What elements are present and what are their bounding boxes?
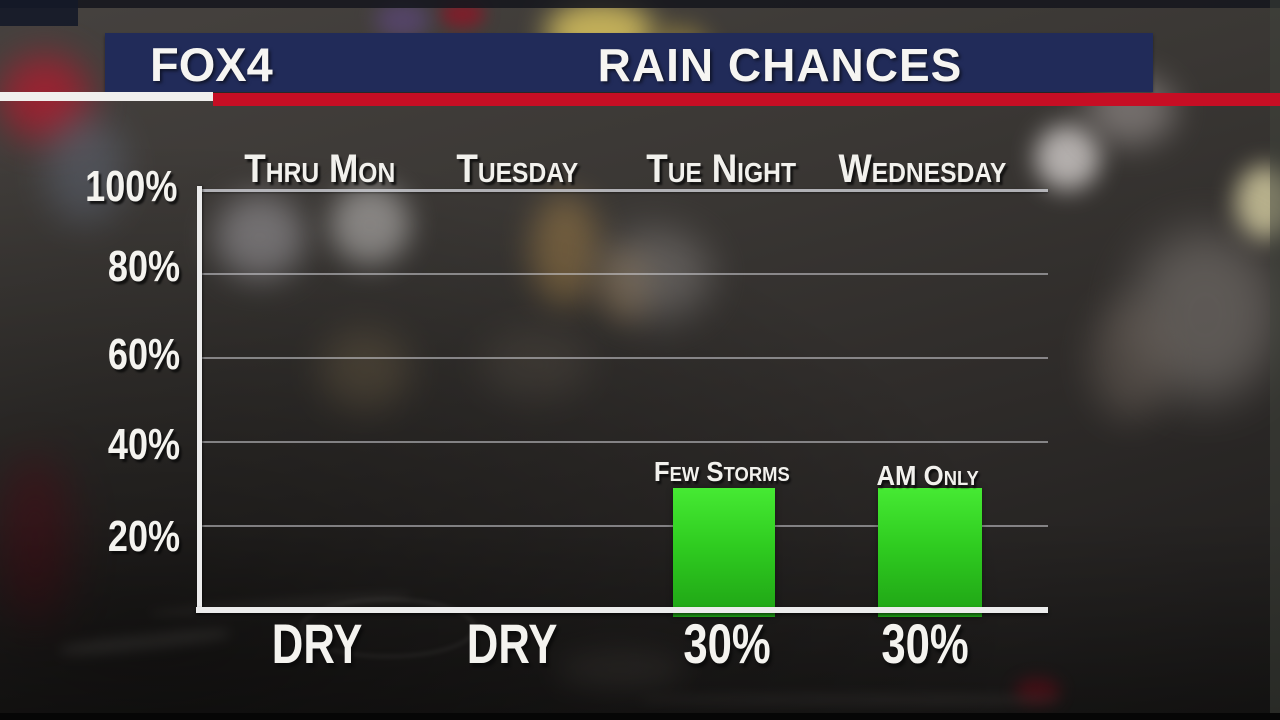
bokeh-warm-2 — [600, 250, 650, 320]
bar-annotation-tue-night-text: Few Storms — [654, 456, 790, 487]
bokeh-warm-1 — [530, 195, 600, 305]
bokeh-pale-2 — [330, 185, 410, 265]
y-tick-60-text: 60% — [107, 330, 181, 379]
value-label-tuesday: DRY — [412, 613, 612, 675]
gridline-100 — [200, 189, 1048, 192]
y-axis-line — [197, 186, 202, 613]
bar-tue-night — [673, 487, 775, 617]
y-tick-40-text: 40% — [107, 420, 181, 469]
bokeh-pale-1 — [215, 195, 305, 280]
right-edge-strip — [1270, 0, 1280, 720]
bokeh-warm-low — [320, 330, 410, 410]
y-tick-20-text: 20% — [107, 512, 181, 561]
bar-annotation-wednesday: AM Only — [808, 461, 1048, 491]
value-label-tue-night-text: 30% — [683, 612, 771, 675]
bar-wednesday — [878, 487, 982, 617]
y-tick-100-text: 100% — [85, 162, 178, 211]
accent-stripe-red — [213, 93, 1280, 106]
y-tick-80: 80% — [50, 243, 188, 291]
bokeh-gray-mid — [600, 230, 710, 320]
bokeh-dim-low — [480, 330, 590, 400]
bar-annotation-tue-night: Few Storms — [602, 457, 842, 487]
value-label-tuesday-text: DRY — [466, 612, 558, 675]
water-streak-1 — [59, 626, 231, 658]
y-tick-100: 100% — [50, 163, 188, 211]
bokeh-warm-right — [1090, 300, 1170, 420]
y-tick-40: 40% — [50, 421, 188, 469]
column-header-wednesday: Wednesday — [807, 147, 1037, 191]
column-header-tue-night-text: Tue Night — [646, 147, 796, 191]
water-streak-3 — [640, 695, 1060, 705]
column-header-tuesday-text: Tuesday — [456, 147, 578, 191]
x-axis-line — [196, 607, 1048, 613]
column-header-wednesday-text: Wednesday — [838, 147, 1006, 191]
bokeh-red-bottom — [1015, 678, 1060, 704]
gridline-40 — [200, 441, 1048, 443]
column-header-thru-mon-text: Thru Mon — [244, 147, 396, 191]
y-tick-60: 60% — [50, 331, 188, 379]
accent-stripe-white — [0, 92, 213, 101]
gridline-20 — [200, 525, 1048, 527]
fox4-logo: FOX4 — [150, 38, 273, 91]
value-label-tue-night: 30% — [627, 613, 827, 675]
bottom-edge-strip — [0, 713, 1280, 720]
column-header-thru-mon: Thru Mon — [205, 147, 435, 191]
value-label-thru-mon: DRY — [217, 613, 417, 675]
value-label-wednesday: 30% — [825, 613, 1025, 675]
top-left-dark-block — [0, 0, 78, 26]
bar-annotation-wednesday-text: AM Only — [876, 460, 980, 491]
bokeh-pale-right-large — [1130, 230, 1280, 400]
bokeh-white-right — [1035, 125, 1100, 190]
gridline-60 — [200, 357, 1048, 359]
column-header-tue-night: Tue Night — [606, 147, 836, 191]
value-label-wednesday-text: 30% — [881, 612, 969, 675]
value-label-thru-mon-text: DRY — [271, 612, 363, 675]
y-tick-80-text: 80% — [107, 242, 181, 291]
top-edge-strip — [0, 0, 1280, 8]
y-tick-20: 20% — [50, 513, 188, 561]
gridline-80 — [200, 273, 1048, 275]
header-banner: FOX4 RAIN CHANCES — [105, 33, 1153, 92]
banner-title: RAIN CHANCES — [597, 39, 963, 91]
column-header-tuesday: Tuesday — [402, 147, 632, 191]
